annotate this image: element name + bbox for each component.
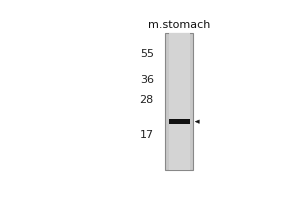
Text: 36: 36 [140,75,154,85]
Bar [169,33,190,170]
Polygon shape [195,120,199,123]
Text: 17: 17 [140,130,154,140]
Bar [165,33,193,170]
Bar [169,119,190,124]
Text: 55: 55 [140,49,154,59]
Text: 28: 28 [140,95,154,105]
Text: m.stomach: m.stomach [148,20,211,30]
